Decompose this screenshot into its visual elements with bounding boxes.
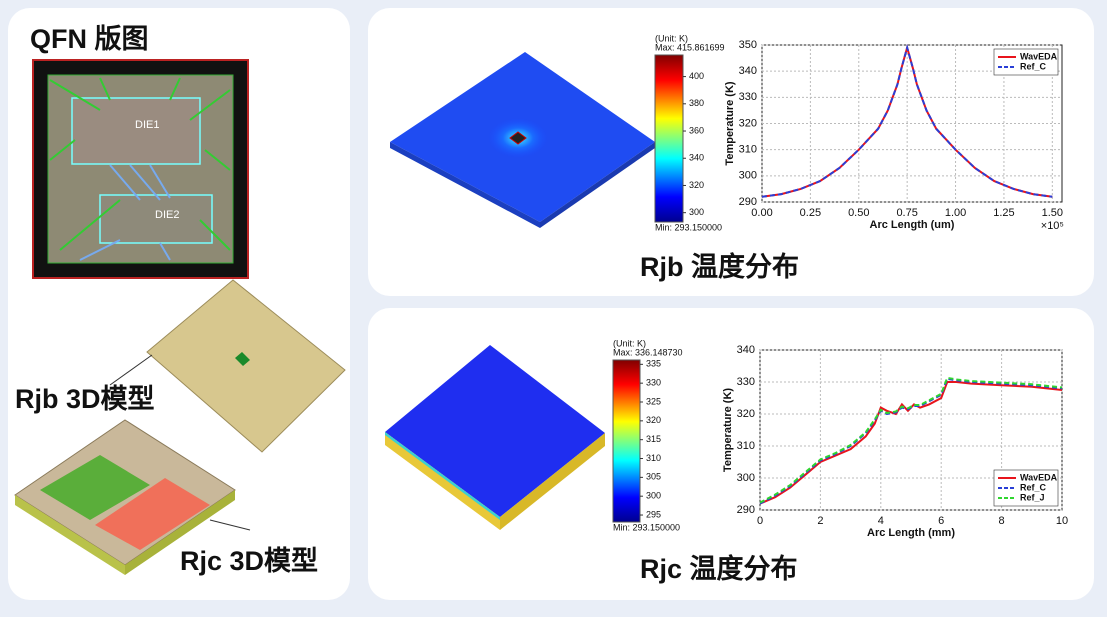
qfn-layout: DIE1 DIE2: [32, 59, 249, 279]
y-tick-label: 290: [739, 196, 757, 208]
y-axis-label: Temperature (K): [724, 81, 736, 165]
colorbar-tick-label: 400: [689, 71, 704, 81]
legend: [993, 48, 1059, 76]
series-line: [761, 43, 1053, 198]
x-tick-label: 2: [817, 515, 823, 527]
y-tick-label: 320: [739, 117, 757, 129]
y-tick-label: 340: [737, 344, 755, 356]
x-tick-label: 1.00: [945, 207, 966, 219]
x-tick-label: 10: [1056, 515, 1068, 527]
colorbar: [612, 359, 641, 523]
x-axis-label: Arc Length (mm): [867, 527, 955, 539]
pointer: [109, 354, 153, 386]
die-label: DIE2: [155, 209, 179, 221]
colorbar-unit: (Unit: K): [613, 338, 646, 348]
y-tick-label: 300: [737, 472, 755, 484]
x-tick-label: 0.00: [751, 207, 772, 219]
colorbar-unit: (Unit: K): [655, 33, 688, 43]
colorbar-min: Min: 293.150000: [613, 522, 680, 532]
rjc-temperature-model: [385, 345, 605, 530]
y-tick-label: 340: [739, 65, 757, 77]
legend-label: Ref_C: [1020, 61, 1047, 71]
y-tick-label: 310: [739, 144, 757, 156]
y-tick-label: 290: [737, 504, 755, 516]
colorbar-tick-label: 335: [646, 359, 661, 369]
y-tick-label: 300: [739, 170, 757, 182]
die-label: DIE1: [135, 119, 159, 131]
colorbar-tick-label: 320: [689, 180, 704, 190]
legend-label: WavEDA: [1020, 472, 1058, 482]
colorbar-max: Max: 336.148730: [613, 347, 683, 357]
rjb-temperature-model: [390, 52, 655, 228]
legend-label: WavEDA: [1020, 51, 1058, 61]
x-tick-label: 0: [757, 515, 763, 527]
y-tick-label: 310: [737, 440, 755, 452]
colorbar-tick-label: 380: [689, 98, 704, 108]
colorbar-tick-label: 315: [646, 434, 661, 444]
legend-label: Ref_C: [1020, 482, 1047, 492]
y-axis-label: Temperature (K): [722, 388, 734, 472]
x-tick-label: 8: [999, 515, 1005, 527]
y-tick-label: 350: [739, 39, 757, 51]
x-tick-label: 0.75: [896, 207, 917, 219]
y-tick-label: 330: [737, 376, 755, 388]
colorbar-tick-label: 340: [689, 153, 704, 163]
y-tick-label: 330: [739, 91, 757, 103]
x-tick-label: 6: [938, 515, 944, 527]
pointer: [209, 519, 251, 531]
x-tick-label: 0.25: [800, 207, 821, 219]
x-axis-label: Arc Length (um): [870, 219, 955, 231]
colorbar-tick-label: 295: [646, 509, 661, 519]
colorbar-tick-label: 310: [646, 453, 661, 463]
die: [235, 352, 250, 366]
caption: Rjc 温度分布: [640, 553, 798, 584]
rjc-model: [14, 419, 236, 575]
series-line: [759, 381, 1063, 505]
model-label: Rjb 3D模型: [15, 384, 155, 414]
layout-title: QFN 版图: [30, 24, 149, 54]
x-tick-label: 0.50: [848, 207, 869, 219]
series-line: [759, 376, 1063, 504]
colorbar-tick-label: 300: [689, 207, 704, 217]
rjb-model: [146, 279, 346, 453]
x-tick-label: 1.25: [993, 207, 1014, 219]
colorbar-tick-label: 330: [646, 378, 661, 388]
x-tick-label: 1.50: [1042, 207, 1063, 219]
x-tick-label: 4: [878, 515, 884, 527]
colorbar-tick-label: 300: [646, 491, 661, 501]
x-scale-label: ×10⁵: [1041, 220, 1064, 232]
colorbar-tick-label: 325: [646, 396, 661, 406]
legend-label: Ref_J: [1020, 492, 1045, 502]
colorbar: [654, 54, 684, 223]
colorbar-min: Min: 293.150000: [655, 222, 722, 232]
colorbar-tick-label: 305: [646, 472, 661, 482]
y-tick-label: 320: [737, 408, 755, 420]
model-label: Rjc 3D模型: [180, 546, 318, 576]
colorbar-tick-label: 320: [646, 415, 661, 425]
colorbar-tick-label: 360: [689, 125, 704, 135]
colorbar-max: Max: 415.861699: [655, 42, 725, 52]
caption: Rjb 温度分布: [640, 251, 799, 282]
